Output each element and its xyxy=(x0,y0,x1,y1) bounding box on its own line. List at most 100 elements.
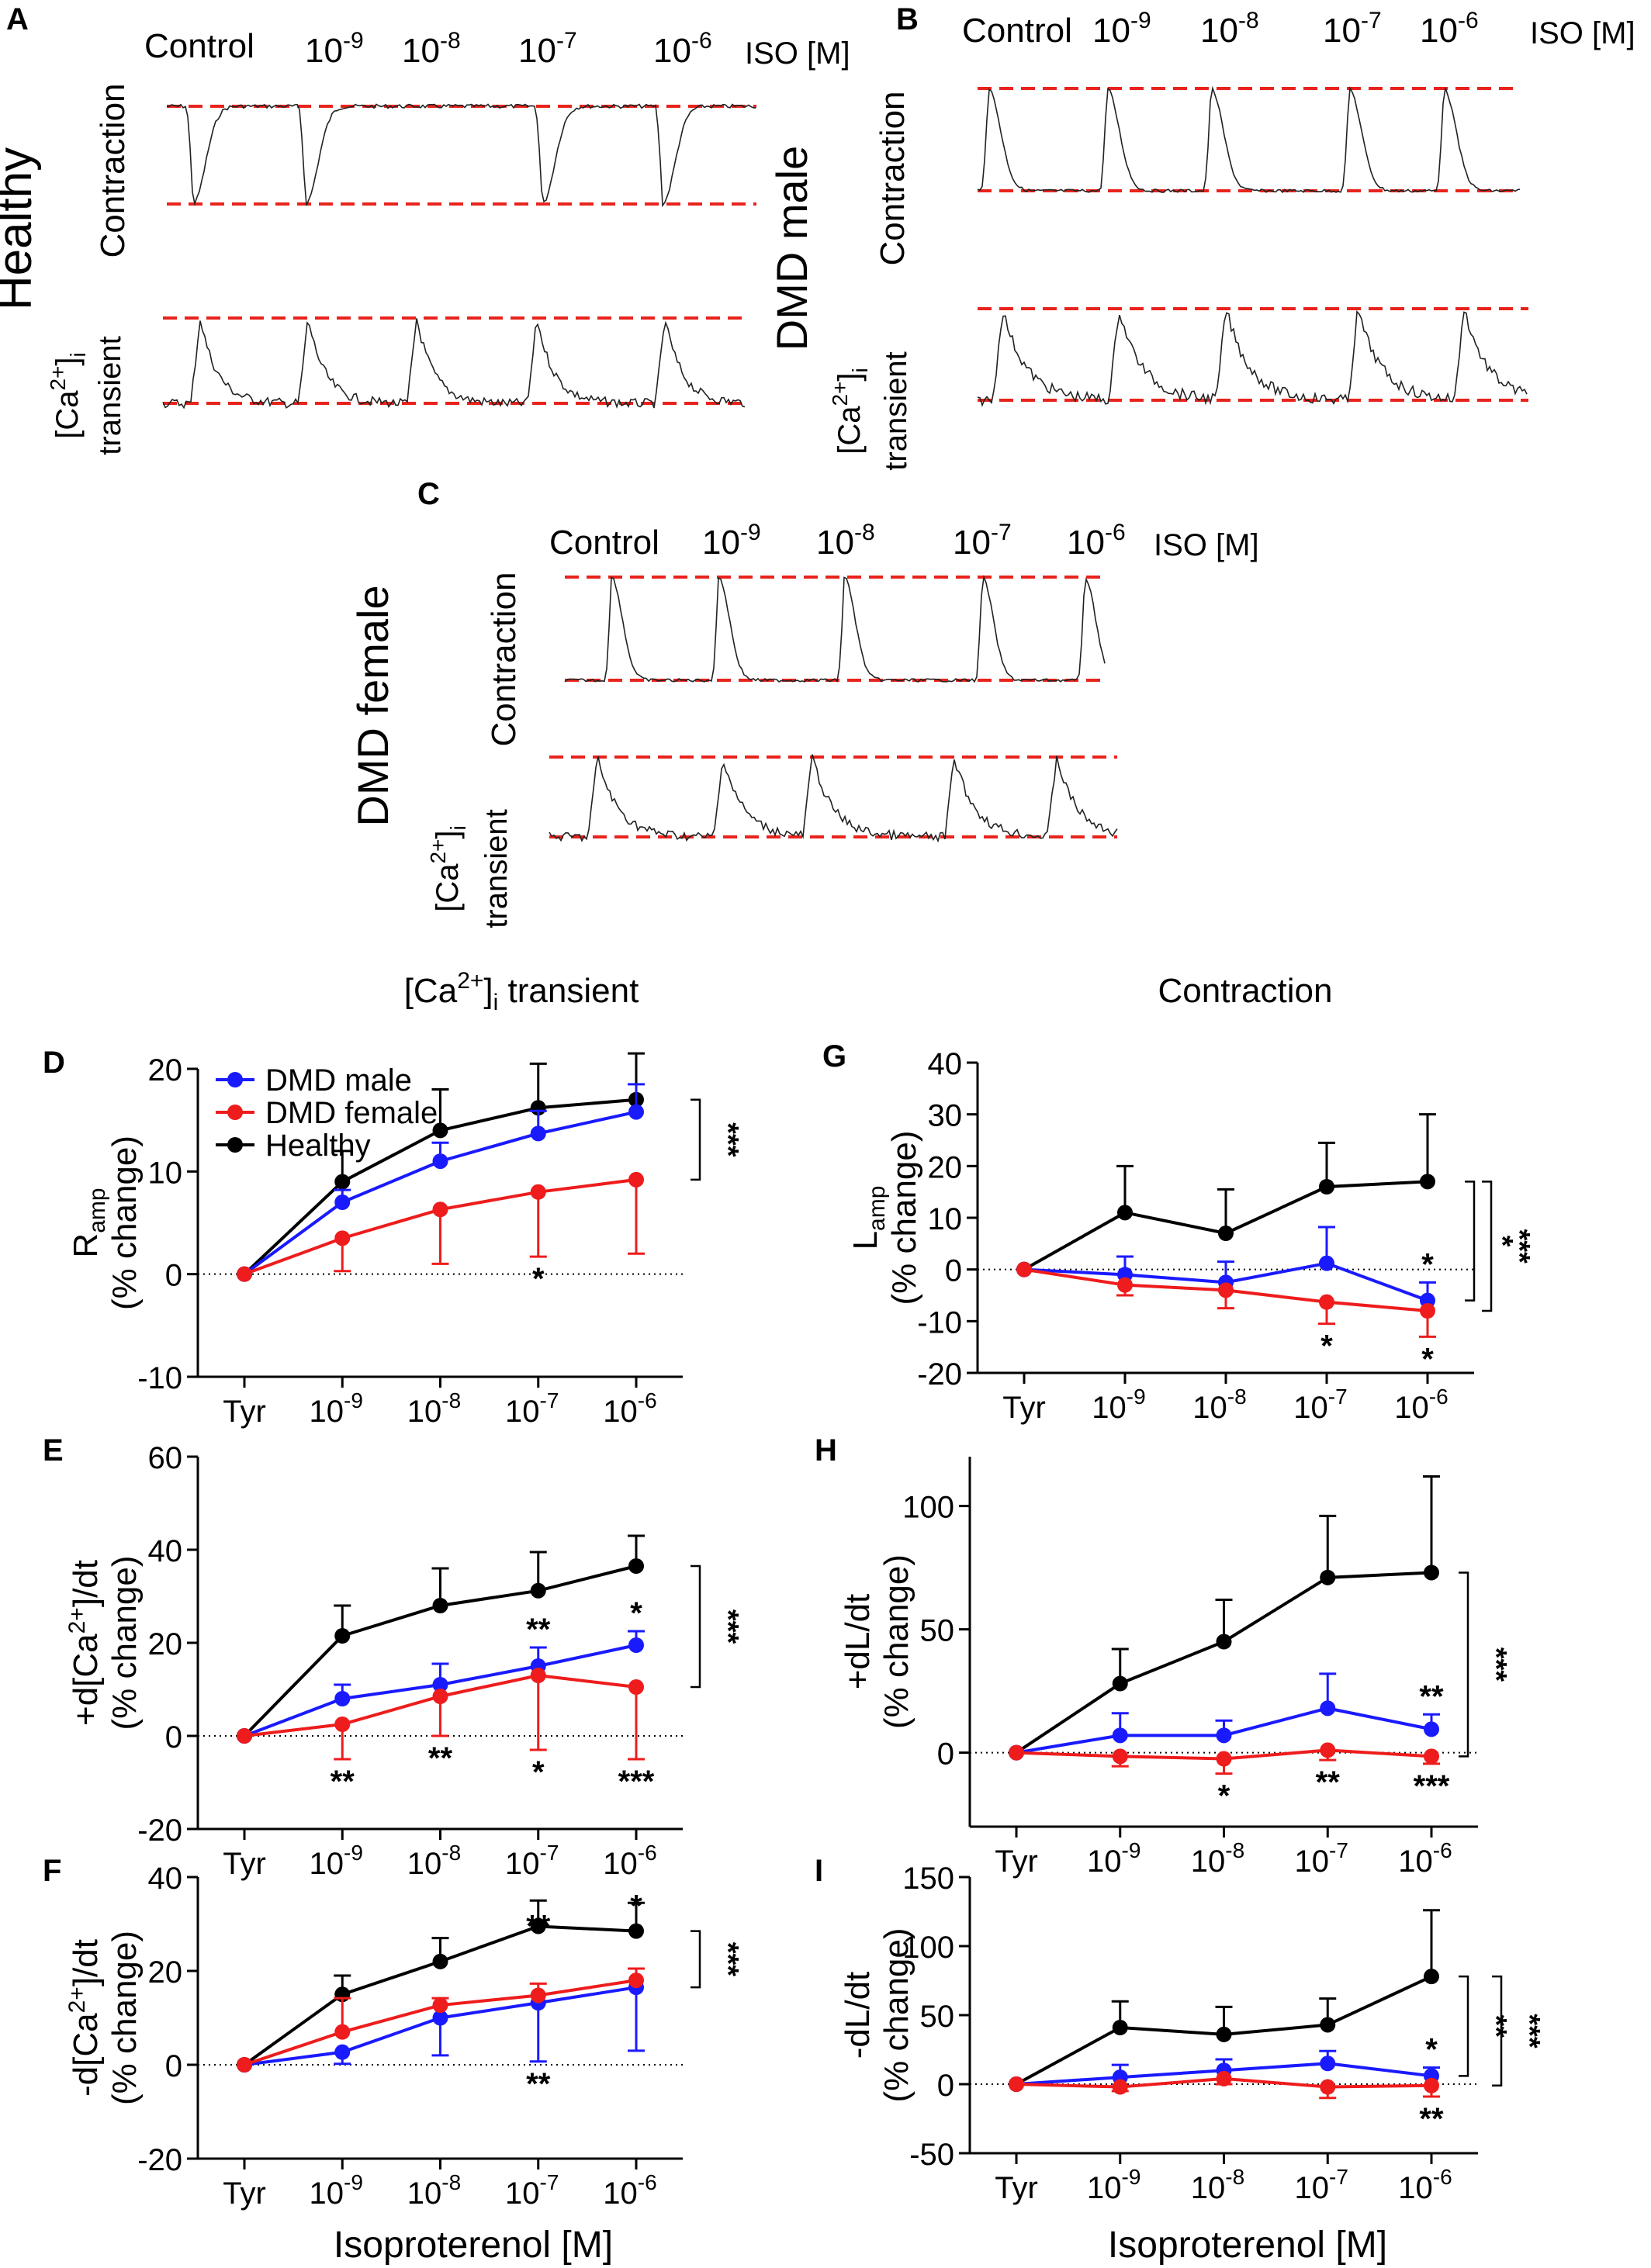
row-label-contraction-b: Contraction xyxy=(874,91,912,265)
row-label-transient-b: transient xyxy=(879,351,913,470)
data-point xyxy=(1216,1751,1232,1767)
y-tick-label: 10 xyxy=(148,1156,183,1190)
data-point xyxy=(1016,1261,1032,1277)
data-point xyxy=(1320,1700,1336,1717)
y-axis-label-2: (% change) xyxy=(106,1136,144,1310)
data-point xyxy=(530,1125,546,1142)
legend-label: Healthy xyxy=(265,1129,371,1163)
panel-letter-c: C xyxy=(417,477,440,511)
significance-marker: * xyxy=(532,1262,545,1296)
data-point xyxy=(628,1679,644,1695)
data-point xyxy=(628,1558,644,1574)
significance-marker: ** xyxy=(526,1910,551,1944)
data-point xyxy=(432,1953,448,1969)
panel-b: B DMD male Contraction [Ca2+]i transient… xyxy=(767,2,1635,471)
data-point xyxy=(1009,2076,1024,2092)
conc-label-a-9: 10-9 xyxy=(305,28,364,70)
bracket-significance-label: *** xyxy=(711,1609,744,1644)
row-label-ca-transient-c: [Ca2+]i xyxy=(426,825,470,912)
significance-marker: ** xyxy=(1419,1679,1444,1713)
y-tick-label: 0 xyxy=(165,1720,182,1755)
x-tick-exponent: -9 xyxy=(344,2170,363,2194)
legend-label: DMD female xyxy=(265,1096,438,1130)
data-point xyxy=(432,1677,448,1692)
y-tick-label: 60 xyxy=(148,1441,183,1475)
panel-letter-d: D xyxy=(43,1046,65,1080)
data-point xyxy=(1216,2070,1232,2086)
y-tick-label: 100 xyxy=(902,1931,954,1965)
y-axis-label-2: (% change) xyxy=(106,1555,144,1730)
trace-group-label-healthy: Healthy xyxy=(0,147,42,310)
x-tick-label: 10-7 xyxy=(505,1388,559,1429)
data-point xyxy=(1424,2077,1439,2093)
y-tick-label: 20 xyxy=(148,1053,183,1087)
unit-label-a: ISO [M] xyxy=(745,36,850,71)
data-point xyxy=(1112,2079,1128,2095)
bracket-significance-label: *** xyxy=(1480,1647,1512,1682)
panel-letter-h: H xyxy=(815,1433,837,1468)
x-tick-exponent: -9 xyxy=(1122,2165,1141,2189)
significance-bracket xyxy=(691,1930,701,1989)
data-point xyxy=(530,1918,546,1934)
data-point xyxy=(1420,1303,1435,1319)
conc-label-a-7: 10-7 xyxy=(518,28,577,70)
data-point xyxy=(237,1266,252,1282)
data-point xyxy=(628,1923,644,1939)
x-tick-exponent: -7 xyxy=(1329,1838,1348,1862)
panel-letter-a: A xyxy=(6,2,29,36)
conc-label-b-9: 10-9 xyxy=(1092,8,1151,50)
y-tick-label: 0 xyxy=(937,2069,954,2103)
trace-group-label-dmd-female: DMD female xyxy=(348,585,397,826)
significance-marker: ** xyxy=(331,1765,355,1799)
x-tick-exponent: -6 xyxy=(638,1841,657,1865)
data-point xyxy=(432,2010,448,2026)
row-label-transient-c: transient xyxy=(479,809,514,928)
data-point xyxy=(237,2057,252,2073)
significance-marker: ** xyxy=(428,1741,453,1775)
x-tick-label: 10-6 xyxy=(603,1841,656,1881)
chart-g: G -20 -10 0 10 20 30 40 Tyr 10-9 10-8 10-7 10-6 Lamp(… xyxy=(822,1039,1535,1425)
data-point xyxy=(1319,1294,1334,1310)
x-tick-exponent: -7 xyxy=(1329,2165,1348,2189)
y-axis-label: Ramp xyxy=(67,1188,110,1257)
x-tick-exponent: -8 xyxy=(1227,1385,1247,1409)
raw-trace-1 xyxy=(162,318,746,410)
traces-b xyxy=(977,85,1528,407)
x-tick-label: 10-6 xyxy=(1398,1838,1452,1879)
y-axis-label-main: +dL/dt xyxy=(839,1594,877,1690)
significance-marker: * xyxy=(1421,1247,1434,1281)
panel-a: A Healthy Contraction [Ca2+]i transient … xyxy=(0,2,850,455)
data-point xyxy=(1319,1255,1334,1271)
x-tick-label: 10-9 xyxy=(310,1841,363,1881)
y-axis-label-sub: amp xyxy=(85,1188,110,1233)
chart-i: I -50 0 50 100 150 Tyr 10-9 10-8 10-7 10-6 -dL/dt (%… xyxy=(815,1854,1545,2205)
y-axis-label: -d[Ca2+]/dt xyxy=(64,1939,105,2097)
data-point xyxy=(1216,1727,1232,1744)
conc-label-a-8: 10-8 xyxy=(402,28,461,70)
bracket-significance-label: *** xyxy=(1513,2014,1545,2048)
data-point xyxy=(1320,2017,1336,2033)
significance-marker: *** xyxy=(618,1765,655,1799)
chart-d: D -10 0 10 20 Tyr 10-9 10-8 10-7 10-6 Ramp(% chang… xyxy=(43,1046,744,1429)
significance-marker: ** xyxy=(526,2067,551,2101)
chart-e: E -20 0 20 40 60 Tyr 10-9 10-8 10-7 10-6 +d[Ca2+]/d… xyxy=(43,1433,744,1881)
x-tick-label: 10-6 xyxy=(1398,2165,1452,2205)
conc-label-b-7: 10-7 xyxy=(1323,8,1382,50)
bracket-significance-label: *** xyxy=(711,1122,744,1157)
significance-marker: ** xyxy=(1419,2102,1444,2136)
data-point xyxy=(432,1153,448,1170)
data-point xyxy=(1320,2055,1336,2072)
significance-marker: * xyxy=(1218,1779,1230,1813)
x-tick-exponent: -9 xyxy=(1122,1838,1141,1862)
x-tick-label: 10-6 xyxy=(1394,1385,1448,1425)
significance-bracket xyxy=(1465,1181,1476,1302)
y-tick-label: 50 xyxy=(920,2000,955,2034)
data-point xyxy=(1424,1564,1439,1581)
conc-label-b-8: 10-8 xyxy=(1200,8,1259,50)
x-tick-exponent: -6 xyxy=(1429,1385,1449,1409)
conc-label-control-c: Control xyxy=(549,524,659,562)
x-tick-exponent: -6 xyxy=(1433,1838,1452,1862)
data-point xyxy=(1420,1174,1435,1190)
conc-label-control-a: Control xyxy=(144,27,254,65)
